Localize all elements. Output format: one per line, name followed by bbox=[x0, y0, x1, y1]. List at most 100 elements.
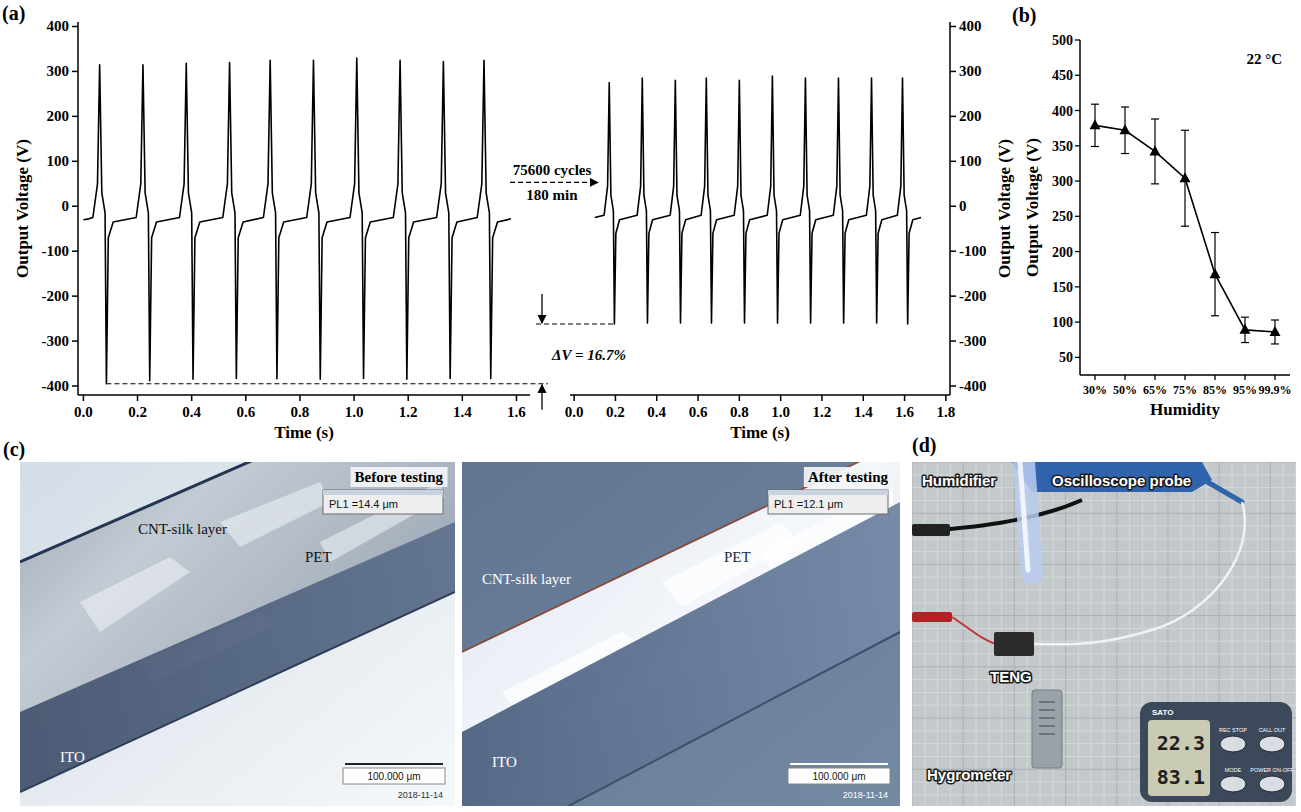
plot-data bbox=[83, 58, 511, 384]
scale-bar bbox=[790, 763, 888, 765]
y-tick-label: -100 bbox=[42, 243, 70, 259]
y-tick-label: 200 bbox=[959, 108, 982, 124]
marker bbox=[1090, 119, 1101, 129]
photo-image: SATO22.383.1REC STOPCALL OUTMODEPOWER ON… bbox=[912, 462, 1296, 806]
humidity-chart: 30%50%65%75%85%95%99.9%50100150200250300… bbox=[1012, 4, 1292, 419]
reference-line bbox=[536, 323, 614, 324]
y-tick-label: 300 bbox=[959, 63, 982, 79]
y-tick-label: 300 bbox=[47, 63, 70, 79]
line-chart: 0.00.20.40.60.81.01.21.41.61.8-400-300-2… bbox=[565, 18, 1014, 442]
date-text: 2018-11-14 bbox=[843, 790, 888, 800]
x-tick bbox=[1184, 375, 1185, 380]
y-tick bbox=[1075, 251, 1080, 252]
y-tick bbox=[72, 161, 78, 163]
line-chart: 0.00.20.40.60.81.01.21.41.6-400-300-200-… bbox=[2, 2, 530, 442]
y-tick-label: -100 bbox=[959, 243, 987, 259]
meter-button bbox=[1259, 776, 1285, 792]
y-tick-label: -200 bbox=[42, 288, 70, 304]
y-tick-label: 400 bbox=[959, 18, 982, 34]
y-tick bbox=[1075, 321, 1080, 322]
marker bbox=[1270, 326, 1281, 336]
x-tick-label: 1.2 bbox=[399, 404, 418, 420]
cnt-silk-layer bbox=[20, 462, 455, 562]
layer-label: CNT-silk layer bbox=[138, 521, 227, 537]
y-tick-label: 100 bbox=[47, 153, 70, 169]
x-tick bbox=[573, 395, 575, 401]
annotation: 75600 cycles bbox=[513, 162, 592, 178]
x-tick-label: 1.4 bbox=[453, 404, 472, 420]
meter-brand: SATO bbox=[1152, 708, 1173, 717]
x-tick bbox=[1274, 375, 1275, 380]
y-tick bbox=[950, 295, 956, 297]
x-tick-label: 65% bbox=[1143, 383, 1167, 397]
x-tick bbox=[407, 395, 409, 401]
marker bbox=[1210, 268, 1221, 278]
error-bar-cap bbox=[1091, 146, 1099, 147]
y-tick bbox=[72, 26, 78, 28]
texture bbox=[220, 482, 330, 547]
hygrometer-slot bbox=[1039, 725, 1055, 727]
error-bar-cap bbox=[1241, 342, 1249, 343]
panel-label: (d) bbox=[912, 434, 936, 457]
error-bar-cap bbox=[1151, 118, 1159, 119]
reference-line bbox=[106, 383, 548, 384]
voltage-trace bbox=[595, 76, 921, 324]
cycle-arrow bbox=[510, 182, 598, 183]
annotations: 75600 cycles180 minΔV = 16.7% bbox=[106, 162, 626, 409]
image-title: After testing bbox=[808, 469, 889, 485]
error-bar-cap bbox=[1121, 153, 1129, 154]
photo-label: Oscilloscope probe bbox=[1052, 472, 1191, 489]
voltage-trace bbox=[83, 58, 511, 384]
error-bar-cap bbox=[1211, 315, 1219, 316]
x-tick bbox=[516, 395, 518, 401]
error-bar-cap bbox=[1241, 317, 1249, 318]
micrograph: CNT-silk layerPETITOAfter testingPL1 =12… bbox=[462, 442, 900, 812]
image-title: Before testing bbox=[355, 469, 444, 485]
paper-line bbox=[912, 564, 1296, 565]
x-tick-label: 0.0 bbox=[565, 404, 584, 420]
setup-photo: SATO22.383.1REC STOPCALL OUTMODEPOWER ON… bbox=[912, 462, 1296, 806]
hygrometer-slot bbox=[1039, 709, 1055, 711]
texture bbox=[80, 557, 190, 632]
y-tick bbox=[72, 250, 78, 252]
y-axis-title: Output Voltage (V) bbox=[1023, 138, 1042, 277]
error-bar-cap bbox=[1271, 319, 1279, 320]
y-tick bbox=[950, 250, 956, 252]
y-tick bbox=[1075, 39, 1080, 40]
y-tick-label: 400 bbox=[1052, 104, 1073, 119]
x-tick-label: 0.2 bbox=[606, 404, 625, 420]
error-bar-cap bbox=[1151, 183, 1159, 184]
y-tick-label: 450 bbox=[1052, 68, 1073, 83]
y-tick-label: 100 bbox=[959, 153, 982, 169]
y-tick bbox=[72, 71, 78, 73]
pet-layer bbox=[20, 462, 455, 792]
marker bbox=[1180, 172, 1191, 182]
x-tick bbox=[1154, 375, 1155, 380]
measure-text: PL1 =14.4 μm bbox=[329, 498, 398, 510]
date-text: 2018-11-14 bbox=[398, 790, 443, 800]
y-tick bbox=[1075, 75, 1080, 76]
panel-label: (c) bbox=[3, 438, 25, 461]
paper-line bbox=[912, 577, 1296, 578]
red-wire bbox=[952, 617, 996, 644]
y-tick bbox=[950, 206, 956, 208]
y-tick bbox=[72, 116, 78, 118]
y-tick-label: 0 bbox=[959, 198, 967, 214]
scale-text: 100.000 μm bbox=[367, 771, 420, 782]
x-tick-label: 1.6 bbox=[507, 404, 526, 420]
x-tick-label: 0.8 bbox=[730, 404, 749, 420]
hygrometer-slot bbox=[1039, 717, 1055, 719]
y-tick-label: 100 bbox=[1052, 315, 1073, 330]
x-axis bbox=[570, 394, 950, 396]
clip-black bbox=[912, 524, 950, 536]
clip-red bbox=[912, 612, 952, 622]
y-tick-label: -400 bbox=[959, 378, 987, 394]
y-tick bbox=[1075, 286, 1080, 287]
measure-box bbox=[768, 490, 888, 514]
y-tick bbox=[950, 71, 956, 73]
x-tick-label: 75% bbox=[1173, 383, 1197, 397]
scale-box bbox=[343, 768, 445, 784]
x-tick bbox=[821, 395, 823, 401]
y-axis bbox=[949, 22, 951, 395]
x-tick-label: 1.2 bbox=[813, 404, 832, 420]
